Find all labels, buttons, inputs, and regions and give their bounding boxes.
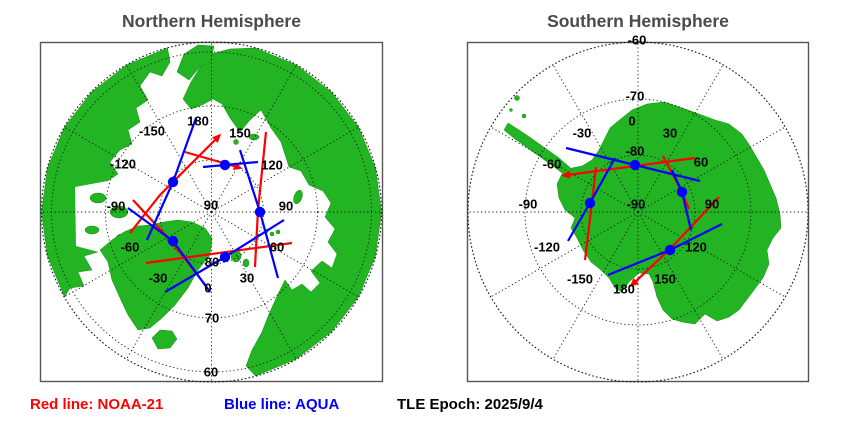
south-map-overlay: 0 30 -30 60 -60 90 -90 120 -120 150 -150 180 -60 -70 -… (467, 33, 809, 383)
graticule-label: -60 (543, 157, 562, 172)
map-boundary-circle (40, 41, 383, 383)
land-island (275, 229, 281, 235)
land-island (521, 113, 527, 119)
meridian-line (637, 126, 786, 213)
meridian-line (211, 64, 297, 213)
meridian-line (211, 211, 297, 360)
aqua-position-dot (584, 197, 596, 209)
graticule-label: -80 (626, 144, 645, 159)
meridian-line (126, 211, 212, 360)
northern-hemisphere-title: Northern Hemisphere (122, 11, 301, 31)
graticule-label: 80 (205, 255, 219, 270)
track-arrowhead (212, 133, 222, 143)
meridian-line (64, 211, 212, 298)
graticule-label: 90 (204, 198, 218, 213)
land-antarctica (556, 101, 782, 325)
latitude-circle (524, 98, 752, 326)
graticule-label: 180 (613, 282, 635, 297)
southern-hemisphere-title: Southern Hemisphere (547, 11, 729, 31)
noaa21-track (145, 241, 293, 265)
northern-hemisphere-map: 180 -150 150 -120 120 -90 90 -60 60 -30 30 0 90 80 70 6… (39, 41, 384, 383)
graticule-label: 120 (685, 240, 707, 255)
aqua-position-dot (676, 186, 688, 198)
latitude-circle (105, 105, 318, 319)
land-island (89, 192, 107, 204)
graticule-label: -30 (573, 126, 592, 141)
meridian-line (552, 64, 639, 213)
meridian-line (552, 211, 639, 360)
meridian-line (126, 64, 212, 213)
northern-landmasses (41, 44, 382, 377)
graticule-label: 90 (705, 197, 719, 212)
meridian-line (211, 126, 359, 213)
legend-tle-epoch: TLE Epoch: 2025/9/4 (397, 396, 543, 413)
land-island (84, 225, 100, 235)
graticule-label: 70 (205, 311, 219, 326)
meridian-line (490, 126, 639, 213)
land-island (233, 139, 239, 145)
graticule-label: 30 (663, 126, 677, 141)
graticule-label: 120 (261, 158, 283, 173)
graticule-label: 90 (279, 199, 293, 214)
graticule-label: 0 (204, 281, 211, 296)
aqua-position-dot (664, 244, 676, 256)
graticule-label: -150 (567, 272, 593, 287)
graticule-label: 60 (270, 240, 284, 255)
map-boundary-circle (467, 41, 809, 383)
land-island (269, 231, 275, 237)
graticule-label: -30 (149, 271, 168, 286)
graticule-label: 150 (229, 126, 251, 141)
track-arrowhead (629, 278, 639, 288)
meridian-line (637, 64, 724, 213)
aqua-track (202, 160, 259, 169)
graticule-label: -150 (139, 124, 165, 139)
aqua-position-dot (167, 176, 179, 188)
aqua-position-dot (629, 159, 641, 171)
land-island (248, 133, 260, 141)
graticule-label: -60 (121, 240, 140, 255)
graticule-label: -60 (628, 33, 647, 48)
land-island (514, 95, 520, 101)
graticule-label: -90 (519, 197, 538, 212)
southern-hemisphere-map: 0 30 -30 60 -60 90 -90 120 -120 150 -150 180 -60 -70 -… (466, 33, 810, 383)
graticule-label: 150 (654, 272, 676, 287)
land-island (293, 190, 303, 204)
graticule-label: 60 (694, 155, 708, 170)
graticule-label: 0 (628, 114, 635, 129)
graticule-label: -90 (107, 199, 126, 214)
land-iceland (151, 329, 178, 350)
land-island (109, 205, 129, 219)
southern-landmasses (503, 95, 782, 325)
graticule-label: 60 (204, 365, 218, 380)
legend-blue-line: Blue line: AQUA (224, 396, 340, 413)
graticule-label: -90 (627, 197, 646, 212)
land-antarctic-peninsula (503, 122, 574, 178)
meridian-line (637, 211, 724, 360)
graticule-label: 30 (240, 271, 254, 286)
land-greenland (99, 219, 213, 331)
land-chukotka (176, 44, 215, 81)
meridian-line (490, 211, 639, 298)
land-island (242, 258, 250, 268)
graticule-label: -120 (110, 157, 136, 172)
meridian-line (64, 126, 212, 213)
meridian-line (211, 211, 359, 298)
aqua-position-dot (167, 235, 179, 247)
aqua-position-dot (219, 251, 231, 263)
meridian-line (637, 211, 786, 298)
legend-red-line: Red line: NOAA-21 (30, 396, 164, 413)
graticule-label: 180 (187, 114, 209, 129)
aqua-position-dot (219, 159, 231, 171)
latitude-circle (51, 51, 372, 373)
land-island (509, 108, 513, 112)
north-map-overlay: 180 -150 150 -120 120 -90 90 -60 60 -30 30 0 90 80 70 6… (40, 41, 383, 383)
graticule-label: -70 (626, 89, 645, 104)
aqua-position-dot (254, 206, 266, 218)
track-arrowhead (561, 170, 571, 179)
latitude-circle (580, 154, 696, 270)
graticule-label: -120 (534, 240, 560, 255)
noaa21-track (129, 137, 218, 234)
